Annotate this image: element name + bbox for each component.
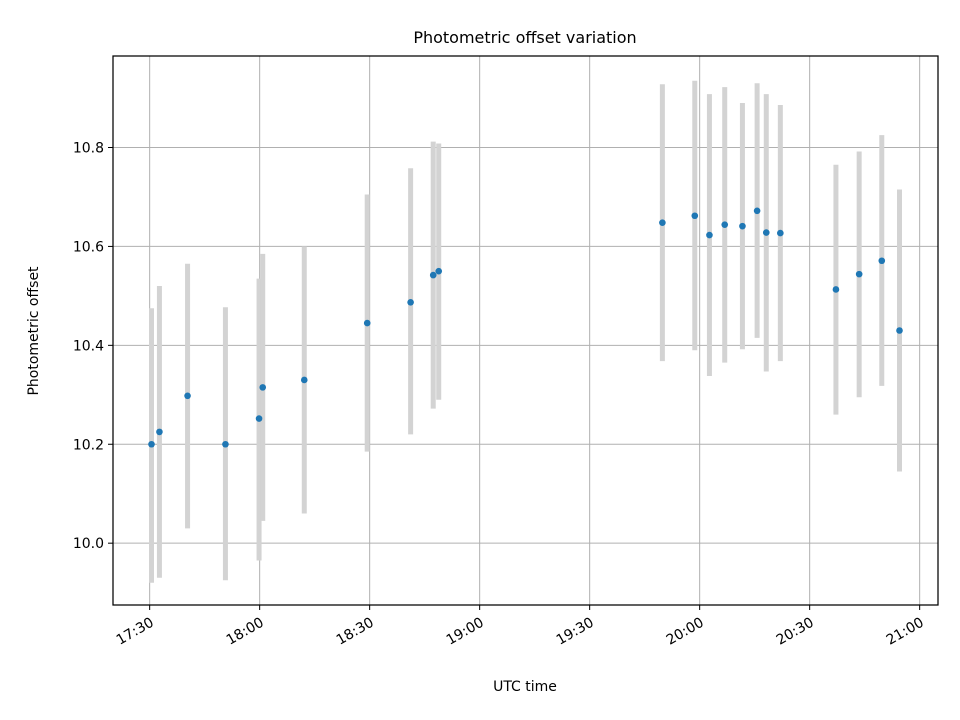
- data-point: [753, 207, 761, 215]
- y-tick-label: 10.4: [73, 338, 104, 354]
- x-tick-label: 18:00: [224, 615, 267, 649]
- data-point: [222, 440, 229, 448]
- data-point: [777, 229, 784, 237]
- data-point: [762, 229, 770, 236]
- x-tick-label: 20:30: [774, 615, 817, 649]
- y-axis-label: Photometric offset: [26, 266, 42, 396]
- y-tick-label: 10.6: [73, 239, 104, 255]
- y-tick-label: 10.8: [73, 141, 104, 157]
- x-tick-label: 17:30: [114, 615, 157, 649]
- data-point: [259, 384, 267, 391]
- x-tick-label: 19:30: [554, 615, 597, 649]
- data-point: [896, 327, 903, 334]
- data-point: [878, 257, 886, 265]
- data-point: [255, 415, 263, 422]
- data-point: [184, 392, 191, 400]
- data-point: [832, 286, 840, 293]
- data-point: [156, 428, 163, 436]
- data-point: [706, 231, 713, 239]
- x-tick-label: 18:30: [334, 615, 377, 649]
- plot-area-frame: [112, 55, 939, 606]
- y-axis-ticks: 10.0 10.2 10.4 10.6 10.8: [73, 141, 113, 552]
- data-point: [148, 440, 155, 448]
- error-bars: [149, 80, 902, 583]
- data-point: [691, 212, 699, 220]
- y-tick-label: 10.0: [73, 536, 104, 552]
- data-point: [435, 267, 443, 275]
- y-tick-label: 10.2: [73, 437, 104, 453]
- x-tick-label: 19:00: [444, 615, 487, 649]
- chart-title: Photometric offset variation: [413, 28, 636, 47]
- x-tick-label: 21:00: [884, 615, 927, 649]
- data-point: [721, 221, 729, 228]
- data-point: [855, 270, 863, 278]
- data-point: [429, 271, 437, 279]
- x-axis-ticks: 17:30 18:00 18:30 19:00 19:30 20:00 20:30 21:00: [114, 605, 927, 649]
- data-points: [148, 207, 903, 448]
- data-point: [739, 222, 746, 230]
- grid: [113, 56, 938, 605]
- x-tick-label: 20:00: [664, 615, 707, 649]
- data-point: [407, 299, 414, 306]
- data-point: [363, 319, 371, 327]
- data-point: [659, 219, 666, 226]
- data-point: [300, 376, 308, 384]
- x-axis-label: UTC time: [493, 679, 557, 695]
